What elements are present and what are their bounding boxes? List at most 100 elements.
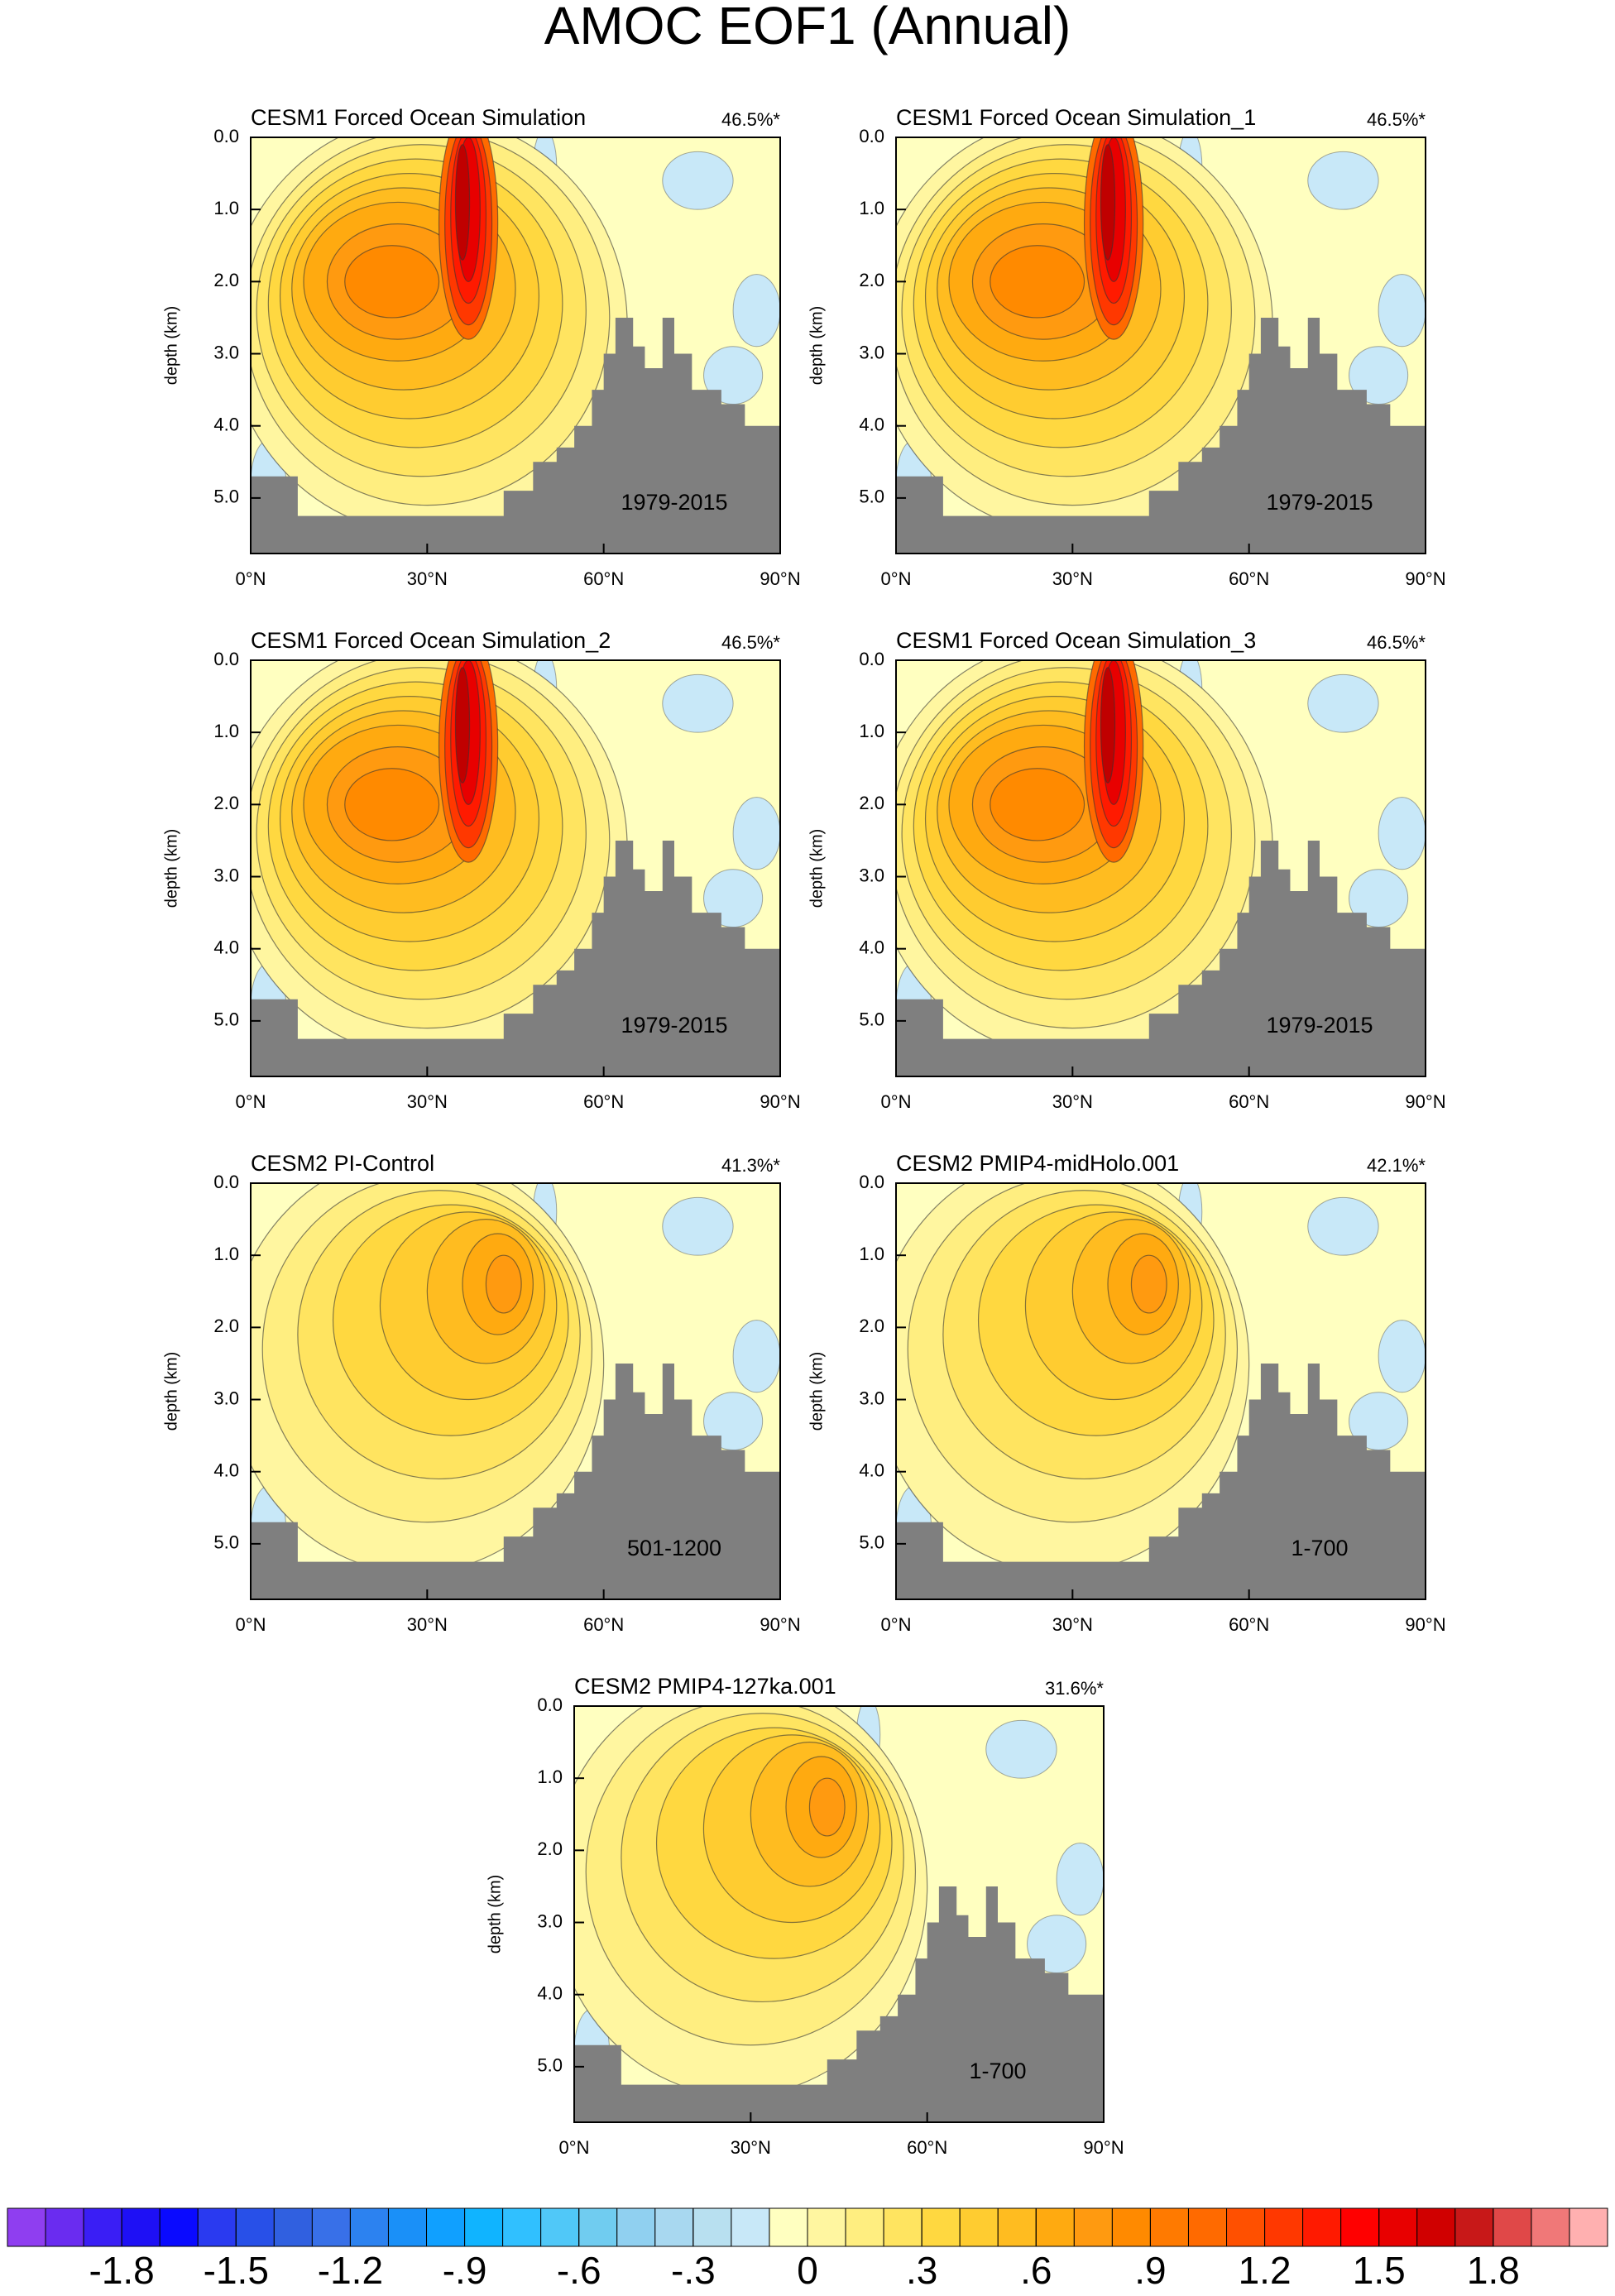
colorbar-label: -.9 <box>443 2249 487 2292</box>
field <box>251 1183 780 1599</box>
y-tick-label: 4.0 <box>213 415 239 435</box>
bathymetry <box>896 1363 1426 1599</box>
plot-frame <box>895 659 1426 1077</box>
x-tick-label: 90°N <box>1083 2137 1124 2158</box>
field <box>251 137 780 554</box>
colorbar-box <box>83 2207 122 2247</box>
colorbar-box <box>197 2207 237 2247</box>
colorbar-box <box>1340 2207 1380 2247</box>
field <box>896 137 1426 554</box>
colorbar-box <box>1531 2207 1570 2247</box>
colorbar-box <box>540 2207 580 2247</box>
colorbar-box <box>1035 2207 1075 2247</box>
x-tick-label: 90°N <box>760 1614 800 1635</box>
y-tick-label: 5.0 <box>213 487 239 507</box>
explained-variance: 31.6%* <box>1045 1678 1104 1699</box>
colorbar-box <box>731 2207 770 2247</box>
explained-variance: 46.5%* <box>1367 632 1426 653</box>
contour-band <box>454 667 471 784</box>
x-tick-label: 60°N <box>1229 568 1269 589</box>
y-tick-label: 2.0 <box>213 793 239 813</box>
contour-band <box>485 1254 522 1314</box>
negative-patch <box>662 673 734 733</box>
colorbar-box <box>273 2207 313 2247</box>
plot-frame <box>250 137 781 554</box>
y-axis-label: depth (km) <box>808 306 826 386</box>
y-tick-label: 0.0 <box>859 1172 884 1192</box>
colorbar-box <box>845 2207 884 2247</box>
x-tick-label: 60°N <box>583 1091 624 1112</box>
colorbar-box <box>1149 2207 1189 2247</box>
negative-patch <box>1307 1196 1379 1256</box>
y-tick-label: 0.0 <box>537 1694 563 1715</box>
panel-title: CESM2 PMIP4-127ka.001 <box>574 1674 836 1699</box>
explained-variance: 46.5%* <box>721 109 780 130</box>
y-axis-label: depth (km) <box>162 306 180 386</box>
contour-band <box>990 768 1085 841</box>
colorbar-box <box>1264 2207 1304 2247</box>
y-tick-label: 0.0 <box>859 649 884 669</box>
colorbar-label: -1.5 <box>204 2249 269 2292</box>
explained-variance: 46.5%* <box>1367 109 1426 130</box>
bathymetry <box>574 1886 1104 2122</box>
negative-patch <box>662 151 734 210</box>
x-tick-label: 90°N <box>760 568 800 589</box>
period: 1-700 <box>1291 1536 1348 1560</box>
colorbar-box <box>464 2207 504 2247</box>
y-tick-label: 5.0 <box>859 1009 884 1030</box>
colorbar-box <box>311 2207 351 2247</box>
colorbar-box <box>1378 2207 1418 2247</box>
plot-frame <box>573 1705 1105 2123</box>
y-tick-label: 5.0 <box>859 487 884 507</box>
plot-frame <box>895 1182 1426 1600</box>
colorbar-box <box>1302 2207 1342 2247</box>
colorbar-box <box>426 2207 466 2247</box>
y-tick-label: 4.0 <box>213 937 239 958</box>
contour-band <box>1100 667 1116 784</box>
y-tick-label: 2.0 <box>859 793 884 813</box>
x-tick-label: 0°N <box>881 568 912 589</box>
y-tick-label: 3.0 <box>859 1388 884 1408</box>
y-tick-label: 3.0 <box>859 865 884 885</box>
x-tick-label: 0°N <box>236 568 266 589</box>
y-axis-label: depth (km) <box>808 829 826 908</box>
x-tick-label: 30°N <box>1052 568 1093 589</box>
y-tick-label: 1.0 <box>213 198 239 218</box>
x-tick-label: 60°N <box>1229 1091 1269 1112</box>
colorbar-box <box>807 2207 846 2247</box>
y-tick-label: 1.0 <box>859 1244 884 1264</box>
panel-title: CESM1 Forced Ocean Simulation_1 <box>896 105 1256 130</box>
y-tick-label: 1.0 <box>213 1244 239 1264</box>
x-tick-label: 30°N <box>407 1091 448 1112</box>
negative-patch <box>985 1719 1057 1779</box>
negative-patch <box>1378 797 1426 870</box>
x-tick-label: 0°N <box>881 1091 912 1112</box>
colorbar-box <box>616 2207 656 2247</box>
y-tick-label: 4.0 <box>859 415 884 435</box>
colorbar-label: .3 <box>906 2249 937 2292</box>
x-tick-label: 0°N <box>881 1614 912 1635</box>
x-tick-label: 60°N <box>907 2137 947 2158</box>
y-tick-label: 4.0 <box>859 1460 884 1481</box>
colorbar-box <box>45 2207 84 2247</box>
x-tick-label: 90°N <box>1405 1614 1445 1635</box>
y-tick-label: 3.0 <box>213 865 239 885</box>
colorbar-box <box>159 2207 199 2247</box>
x-tick-label: 30°N <box>1052 1091 1093 1112</box>
bathymetry <box>251 317 780 554</box>
y-axis-label: depth (km) <box>486 1875 504 1954</box>
colorbar-box <box>1226 2207 1266 2247</box>
y-axis-label: depth (km) <box>162 1352 180 1431</box>
colorbar-box <box>1073 2207 1113 2247</box>
colorbar-box <box>1569 2207 1608 2247</box>
explained-variance: 46.5%* <box>721 632 780 653</box>
negative-patch <box>1307 673 1379 733</box>
y-tick-label: 2.0 <box>213 270 239 290</box>
contour-band <box>808 1777 846 1837</box>
x-tick-label: 0°N <box>236 1091 266 1112</box>
y-tick-label: 3.0 <box>213 1388 239 1408</box>
colorbar-box <box>7 2207 46 2247</box>
colorbar-label: .6 <box>1020 2249 1052 2292</box>
x-tick-label: 90°N <box>760 1091 800 1112</box>
colorbar-box <box>921 2207 961 2247</box>
